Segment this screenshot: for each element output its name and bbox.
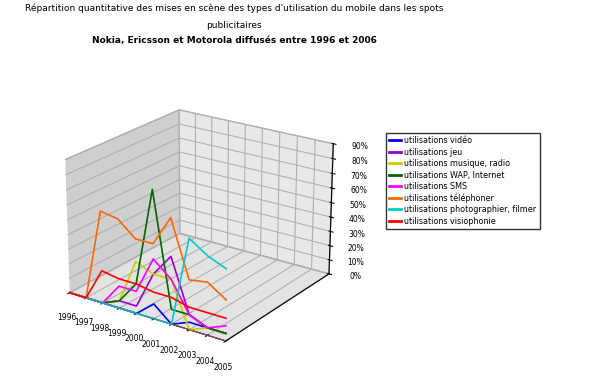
Text: publicitaires: publicitaires [206,21,262,30]
Text: Répartition quantitative des mises en scène des types d'utilisation du mobile da: Répartition quantitative des mises en sc… [25,4,444,13]
Legend: utilisations vidéo, utilisations jeu, utilisations musique, radio, utilisations : utilisations vidéo, utilisations jeu, ut… [386,133,540,229]
Text: Nokia, Ericsson et Motorola diffusés entre 1996 et 2006: Nokia, Ericsson et Motorola diffusés ent… [92,36,376,45]
